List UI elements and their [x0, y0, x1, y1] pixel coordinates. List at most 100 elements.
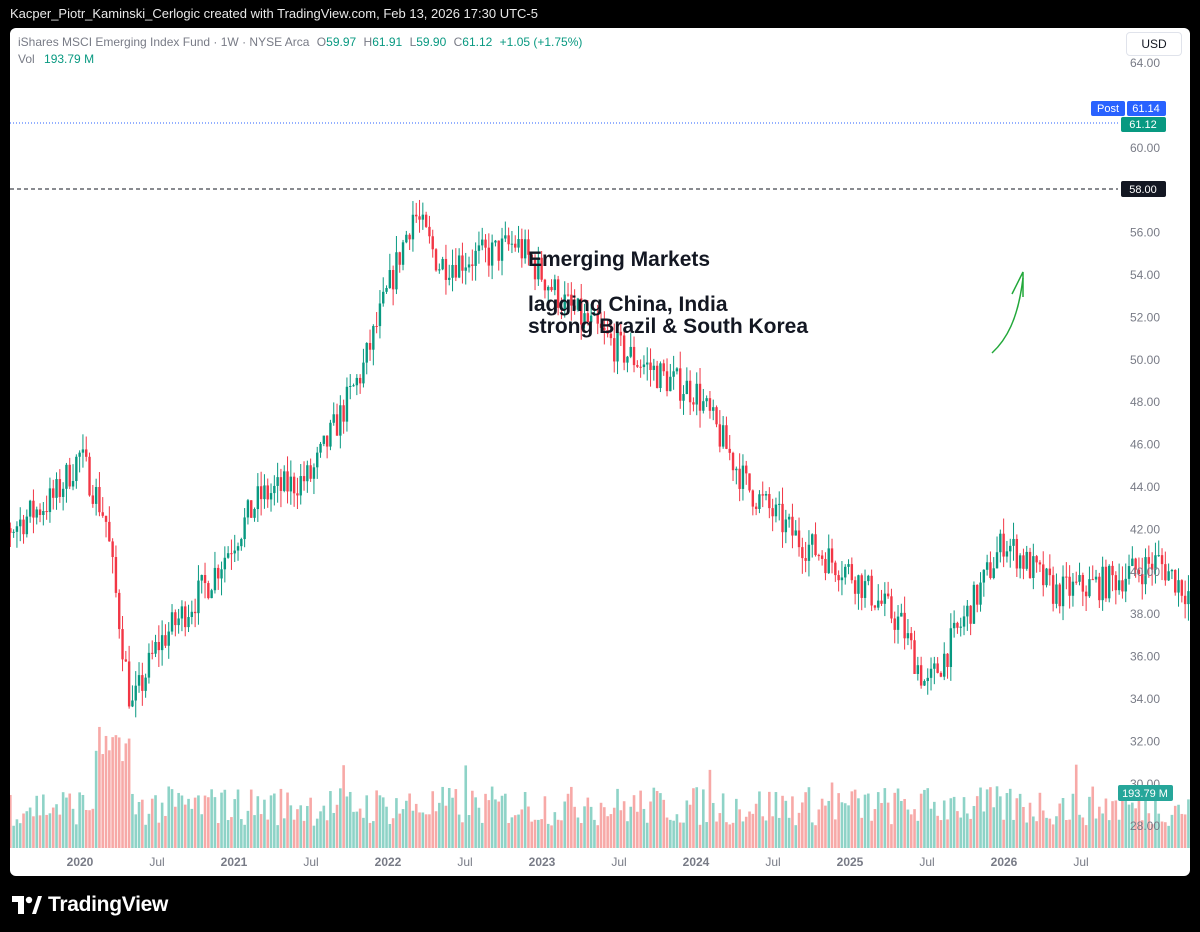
volume-bar	[860, 817, 864, 848]
volume-bar	[55, 804, 58, 848]
volume-bar	[1114, 800, 1118, 848]
x-tick-label: 2022	[375, 855, 402, 869]
volume-bar	[203, 795, 207, 848]
candle-body	[203, 575, 207, 584]
volume-bar	[540, 819, 543, 848]
volume-bar	[1008, 788, 1012, 848]
candle-body	[220, 569, 223, 579]
volume-bar	[530, 821, 534, 848]
candle-body	[1098, 576, 1101, 601]
volume-bar	[292, 819, 296, 848]
volume-bar	[1157, 813, 1161, 848]
candle-body	[916, 665, 920, 674]
trend-arrow[interactable]	[991, 277, 1024, 354]
candle-body	[593, 313, 596, 316]
y-tick-label: 56.00	[1130, 226, 1160, 240]
volume-bar	[612, 807, 616, 848]
candle-body	[454, 264, 458, 278]
candle-body	[1183, 595, 1187, 605]
candle-body	[1048, 568, 1052, 576]
volume-bar	[121, 761, 124, 848]
volume-bar	[329, 791, 332, 848]
volume-bar	[893, 792, 897, 848]
candle-body	[55, 479, 58, 498]
volume-bar	[1074, 764, 1078, 848]
volume-bar	[688, 804, 692, 848]
volume-bar	[649, 801, 652, 848]
low-value: 59.90	[416, 35, 447, 49]
volume-bar	[672, 820, 675, 848]
candle-body	[434, 249, 438, 271]
volume-bar	[276, 825, 279, 848]
candle-body	[1157, 555, 1160, 557]
volume-bar	[365, 795, 369, 848]
volume-bar	[355, 811, 359, 848]
volume-bar	[659, 793, 662, 848]
volume-bar	[906, 809, 910, 848]
chart-frame[interactable]: Emerging Markets lagging China, India st…	[10, 28, 1190, 876]
candle-body	[547, 286, 550, 291]
volume-bar	[233, 799, 237, 848]
candle-body	[365, 343, 368, 363]
volume-bar	[652, 787, 656, 848]
y-tick-label: 44.00	[1130, 480, 1160, 494]
volume-bar	[523, 791, 527, 848]
candle-body	[167, 631, 170, 646]
volume-bar	[721, 793, 725, 848]
volume-bar	[352, 811, 355, 848]
candle-body	[1134, 558, 1137, 570]
svg-text:193.79 M: 193.79 M	[1122, 788, 1168, 800]
volume-bar	[761, 816, 765, 848]
candle-body	[273, 485, 276, 494]
volume-bar	[982, 811, 986, 848]
candle-body	[976, 584, 979, 605]
volume-bar	[42, 794, 45, 848]
candle-body	[1038, 562, 1042, 565]
time-axis[interactable]: 2020 Jul 2021 Jul 2022 Jul 2023 Jul 2024 Jul 2025 J…	[67, 855, 1089, 869]
candle-body	[900, 612, 903, 617]
candle-body	[827, 548, 830, 574]
candle-body	[804, 558, 807, 561]
y-tick-label: 60.00	[1130, 141, 1160, 155]
candle-body	[774, 504, 778, 517]
candle-body	[969, 605, 972, 624]
candle-body	[170, 612, 174, 632]
price-axis[interactable]: 64.0062.0060.0058.0056.0054.0052.0050.00…	[1130, 56, 1160, 833]
volume-bar	[1088, 796, 1091, 848]
volume-bar	[51, 807, 55, 848]
candle-body	[431, 236, 434, 250]
candle-body	[474, 250, 477, 266]
candle-body	[286, 471, 289, 492]
volume-bar	[777, 817, 781, 848]
volume-bar	[1180, 813, 1184, 848]
currency-button[interactable]: USD	[1126, 32, 1182, 56]
volume-bar	[88, 810, 91, 848]
candle-body	[649, 362, 652, 371]
volume-bar	[10, 794, 12, 848]
volume-bar	[388, 823, 392, 848]
volume-bar	[995, 786, 999, 848]
candle-body	[296, 493, 299, 496]
candle-body	[537, 257, 540, 280]
volume-bar	[1140, 820, 1144, 848]
price-chart[interactable]: Emerging Markets lagging China, India st…	[10, 28, 1190, 876]
candle-body	[622, 335, 626, 363]
candle-body	[811, 534, 814, 545]
volume-bar	[774, 792, 778, 848]
candle-body	[675, 368, 679, 372]
candle-body	[1078, 575, 1081, 582]
volume-bar	[678, 822, 682, 848]
symbol-name: iShares MSCI Emerging Index Fund · 1W · …	[18, 35, 310, 49]
volume-bar	[306, 806, 309, 848]
volume-bar	[200, 814, 204, 848]
volume-bar	[570, 786, 573, 848]
volume-bar	[1134, 808, 1137, 848]
volume-bar	[273, 793, 276, 848]
open-value: 59.97	[326, 35, 357, 49]
volume-bar	[916, 820, 920, 848]
volume-bar	[556, 819, 560, 848]
volume-bar	[263, 799, 266, 848]
volume-bar	[510, 817, 514, 848]
y-tick-label: 40.00	[1130, 565, 1160, 579]
candle-body	[58, 479, 62, 497]
